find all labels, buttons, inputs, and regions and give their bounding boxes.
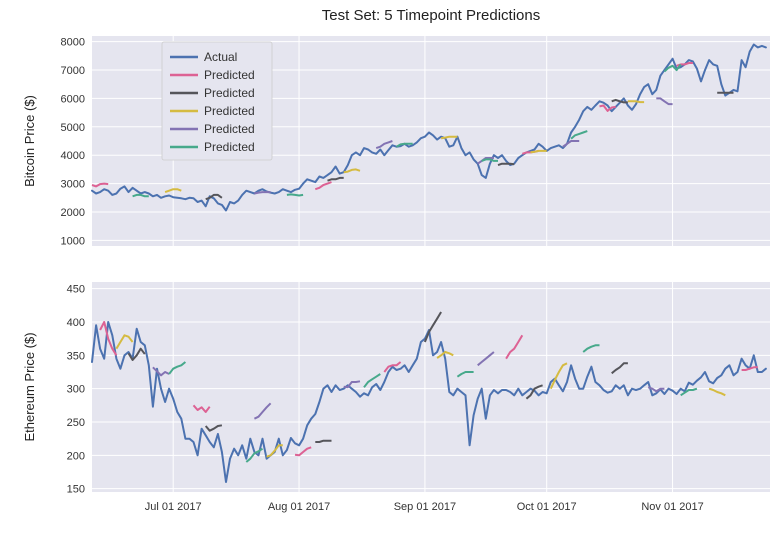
chart-container: Test Set: 5 Timepoint Predictions 1000 200… (0, 0, 782, 534)
bitcoin-subplot-pred-pred5 (287, 194, 303, 195)
y-tick-label: 400 (67, 317, 85, 329)
y-tick-label: 350 (67, 350, 85, 362)
y-tick-label: 6000 (61, 93, 85, 105)
chart-title: Test Set: 5 Timepoint Predictions (322, 7, 540, 24)
y-tick-label: 150 (67, 484, 85, 496)
legend: Actual Predicted Predicted Predicted Predict… (162, 42, 272, 160)
bitcoin-subplot-pred-pred3 (628, 101, 644, 102)
y-tick-label: 4000 (61, 150, 85, 162)
bitcoin-subplot-ylabel: Bitcoin Price ($) (22, 95, 37, 187)
legend-label: Predicted (204, 122, 255, 136)
legend-label: Predicted (204, 140, 255, 154)
y-tick-label: 450 (67, 284, 85, 296)
bitcoin-subplot: 1000 2000 3000 4000 5000 6000 7000 8000 Bitcoin … (22, 36, 770, 247)
y-tick-label: 2000 (61, 207, 85, 219)
x-tick-label: Aug 01 2017 (268, 501, 330, 513)
ethereum-subplot-bg (92, 282, 770, 492)
legend-label: Predicted (204, 104, 255, 118)
y-tick-label: 250 (67, 417, 85, 429)
chart-svg: Test Set: 5 Timepoint Predictions 1000 200… (0, 0, 782, 534)
y-tick-label: 200 (67, 450, 85, 462)
legend-label: Actual (204, 50, 237, 64)
ethereum-subplot-ylabel: Ethereum Price ($) (22, 332, 37, 441)
x-tick-label: Oct 01 2017 (517, 501, 577, 513)
y-tick-label: 7000 (61, 65, 85, 77)
x-tick-label: Jul 01 2017 (145, 501, 202, 513)
legend-label: Predicted (204, 86, 255, 100)
y-tick-label: 1000 (61, 235, 85, 247)
x-tick-label: Nov 01 2017 (641, 501, 703, 513)
legend-label: Predicted (204, 68, 255, 82)
x-tick-label: Sep 01 2017 (394, 501, 456, 513)
y-tick-label: 3000 (61, 179, 85, 191)
y-tick-label: 5000 (61, 122, 85, 134)
ethereum-subplot: 150 200 250 300 350 400 450 Jul 01 2017 Aug 01 2… (22, 282, 770, 513)
y-tick-label: 300 (67, 384, 85, 396)
y-tick-label: 8000 (61, 37, 85, 49)
